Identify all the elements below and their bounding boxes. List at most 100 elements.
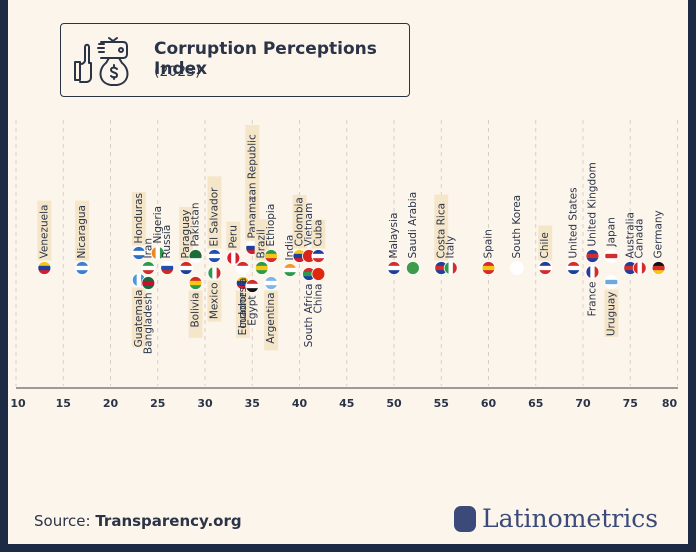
pakistan-flag-icon: [189, 249, 203, 263]
canada-flag-icon: [633, 261, 647, 275]
point-spain: Spain: [481, 229, 496, 275]
x-tick-label: 75: [623, 397, 638, 410]
point-chile: Chile: [538, 225, 553, 275]
mexico-flag-icon: [207, 266, 221, 280]
source-name: Transparency.org: [95, 512, 242, 530]
country-label: Peru: [227, 225, 239, 248]
flag-border: [538, 261, 553, 275]
country-label: Bangladesh: [142, 293, 154, 355]
country-label: Russia: [161, 225, 173, 259]
country-label: Australia: [624, 212, 636, 258]
label-highlight: [131, 287, 146, 348]
point-china: China: [311, 267, 326, 314]
label-highlight: [37, 200, 52, 261]
point-south-korea: South Korea: [509, 195, 524, 275]
flag-border: [264, 276, 279, 290]
flag-border: [585, 265, 600, 279]
x-tick-label: 80: [662, 397, 678, 410]
x-tick-label: 55: [434, 397, 449, 410]
point-uruguay: Uruguay: [604, 275, 619, 337]
united-states-flag-icon: [567, 261, 581, 275]
label-highlight: [207, 280, 222, 322]
flag-border: [651, 261, 666, 275]
country-label: Cuba: [312, 219, 324, 246]
point-guatemala: Guatemala: [131, 273, 146, 348]
label-highlight: [188, 290, 203, 338]
el-salvador-flag-icon: [207, 249, 221, 263]
label-highlight: [604, 289, 619, 337]
point-indonesia: Indonesia: [235, 261, 250, 329]
label-highlight: [264, 290, 279, 351]
title-box: Corruption Perceptions Index (2023): [60, 23, 410, 97]
country-label: United States: [568, 187, 580, 258]
country-label: Egypt: [246, 296, 258, 326]
flag-border: [141, 276, 156, 290]
country-label: Indonesia: [237, 278, 249, 329]
saudi-arabia-flag-icon: [406, 261, 420, 275]
infographic-canvas: Corruption Perceptions Index (2023) 10 15…: [8, 0, 688, 544]
data-points: Venezuela NicaraguaGuatemalaHondurasIranB…: [37, 124, 666, 355]
point-france: France: [585, 265, 600, 316]
flag-border: [207, 249, 222, 263]
india-flag-icon: [283, 263, 297, 277]
x-tick-label: 20: [103, 397, 119, 410]
china-flag-icon: [311, 267, 325, 281]
flag-border: [481, 261, 496, 275]
chart-title: Corruption Perceptions Index: [154, 39, 377, 79]
flag-border: [141, 261, 156, 275]
point-peru: Peru: [226, 221, 241, 265]
point-ethiopia: Ethiopia: [264, 204, 279, 263]
x-tick-label: 70: [575, 397, 591, 410]
point-ecuador: Ecuador: [235, 276, 250, 338]
label-highlight: [311, 219, 326, 249]
flag-border: [207, 266, 222, 280]
flag-border: [283, 263, 297, 277]
bolivia-flag-icon: [189, 276, 203, 290]
country-label: Japan: [605, 217, 617, 247]
country-label: Argentina: [265, 293, 277, 344]
x-tick-label: 15: [56, 397, 71, 410]
label-highlight: [207, 176, 222, 249]
x-tick-label: 45: [339, 397, 354, 410]
indonesia-flag-icon: [236, 261, 250, 275]
x-tick-label: 25: [150, 397, 165, 410]
flag-border: [585, 249, 600, 263]
point-canada: Canada: [632, 219, 647, 275]
chart-area: 10 15 20 25 30 35 40 45 50 55 60 65 70 75 80 Venezuela…: [10, 120, 678, 410]
flag-border: [405, 261, 420, 275]
country-label: South Africa: [303, 284, 315, 348]
nicaragua-flag-icon: [75, 261, 89, 275]
x-tick-label: 10: [10, 397, 26, 410]
country-label: Colombia: [294, 197, 306, 246]
point-argentina: Argentina: [264, 276, 279, 351]
x-tick-label: 35: [245, 397, 260, 410]
country-label: El Salvador: [208, 187, 220, 247]
point-bangladesh: Bangladesh: [141, 276, 156, 355]
country-label: Germany: [653, 210, 665, 258]
x-tick-label: 65: [528, 397, 543, 410]
point-nigeria: Nigeria: [150, 206, 165, 260]
paraguay-flag-icon: [179, 261, 193, 275]
country-label: Pakistan: [190, 203, 202, 247]
x-axis-ticks: 10 15 20 25 30 35 40 45 50 55 60 65 70 75 80: [10, 397, 677, 410]
flag-border: [235, 261, 250, 275]
label-highlight: [538, 225, 553, 261]
point-honduras: Honduras: [131, 191, 146, 260]
label-highlight: [434, 194, 449, 261]
point-mexico: Mexico: [207, 266, 222, 322]
point-colombia: Colombia: [292, 194, 307, 263]
point-cuba: Cuba: [311, 219, 326, 263]
flag-border: [160, 261, 175, 275]
point-germany: Germany: [651, 210, 666, 275]
flag-border: [604, 275, 619, 289]
nigeria-flag-icon: [151, 246, 165, 260]
country-label: Chile: [539, 232, 551, 258]
cuba-flag-icon: [311, 249, 325, 263]
ecuador-flag-icon: [236, 276, 250, 290]
italy-flag-icon: [444, 261, 458, 275]
brand-logo: Latinometrics: [454, 504, 658, 533]
flag-border: [179, 261, 194, 275]
flag-border: [188, 249, 203, 263]
country-label: Guatemala: [133, 290, 145, 348]
flag-border: [254, 261, 269, 275]
